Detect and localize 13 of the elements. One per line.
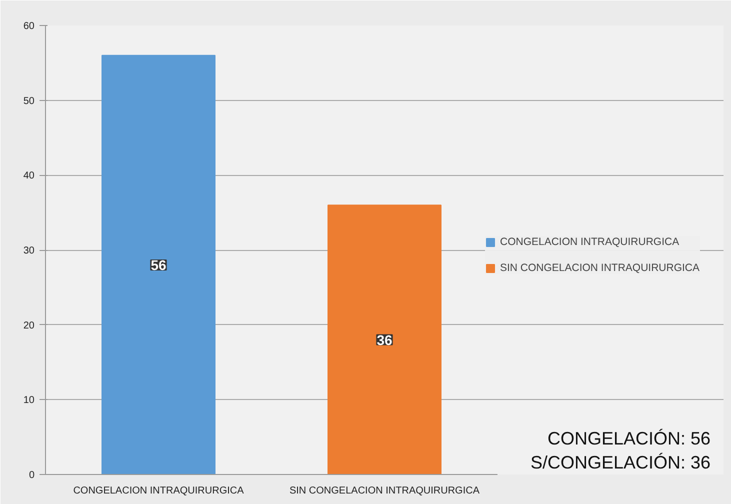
y-tick-label: 50 <box>23 96 35 107</box>
text: CONGELACIÓN: 56 <box>547 428 710 448</box>
data-label: 36 <box>376 332 392 348</box>
legend-label: SIN CONGELACION INTRAQUIRURGICA <box>500 262 700 274</box>
y-tick-label: 30 <box>23 246 35 256</box>
y-tick-label: 10 <box>23 395 35 406</box>
text: S/CONGELACIÓN: 36 <box>530 452 711 472</box>
y-tick-label: 20 <box>23 320 35 332</box>
y-tick-label: 60 <box>23 21 35 32</box>
legend-label: CONGELACION INTRAQUIRURGICA <box>500 236 680 248</box>
data-label: 56 <box>150 256 166 273</box>
y-tick-label: 40 <box>23 170 35 182</box>
y-tick-label: 0 <box>28 470 35 481</box>
